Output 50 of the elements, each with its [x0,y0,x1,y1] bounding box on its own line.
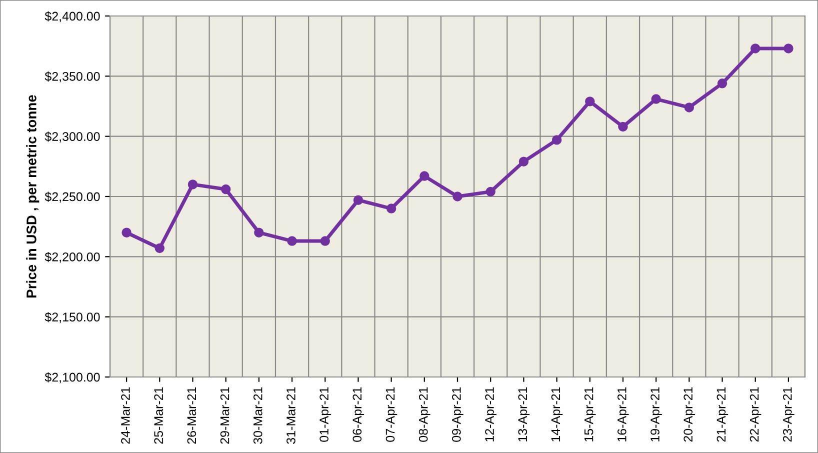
x-tick-label: 20-Apr-21 [684,387,695,442]
y-axis-title: Price in USD , per metric tonne [26,95,40,298]
point [684,102,694,112]
x-tick-label: 19-Apr-21 [650,387,662,442]
point [254,228,264,238]
x-tick-label: 24-Mar-21 [121,387,130,444]
point [420,171,430,181]
x-tick-label: 25-Mar-21 [154,387,163,444]
x-tick-label: 21-Apr-21 [716,387,728,442]
y-tick-label: $2,350.00 [44,71,100,82]
x-tick-label: 23-Apr-21 [782,387,794,442]
point [287,236,297,246]
point [353,195,364,205]
x-tick-label: 12-Apr-21 [485,387,496,442]
x-tick-label: 06-Apr-21 [352,387,364,442]
point [552,135,562,145]
point [188,180,198,190]
x-tick-label: 15-Apr-21 [584,387,596,442]
point [750,44,760,54]
x-tick-label: 30-Mar-21 [253,387,262,444]
x-tick-label: 13-Apr-21 [518,387,530,442]
point [784,44,794,54]
x-tick-label: 09-Apr-21 [452,387,464,442]
y-tick-label: $2,150.00 [44,312,100,323]
point [154,243,165,254]
y-tick-label: $2,400.00 [44,11,100,22]
y-tick-label: $2,100.00 [44,372,100,384]
x-tick-label: 07-Apr-21 [386,387,398,442]
x-tick-label: 08-Apr-21 [418,387,430,442]
y-tick-label: $2,300.00 [44,132,100,142]
point [618,122,628,132]
point [220,184,231,194]
point [585,96,595,106]
x-tick-label: 22-Apr-21 [750,387,762,442]
point [651,94,661,104]
point [122,228,132,238]
x-tick-label: 01-Apr-21 [320,387,331,442]
point [518,156,529,166]
point [386,204,396,214]
point [320,236,330,246]
y-tick-label: $2,200.00 [44,252,100,263]
y-tick-label: $2,250.00 [44,192,100,203]
x-tick-label: 29-Mar-21 [220,387,230,444]
x-tick-label: 16-Apr-21 [617,387,629,442]
x-tick-label: 26-Mar-21 [187,387,196,444]
point [717,78,728,88]
point [486,186,496,197]
point [452,192,462,202]
x-tick-label: 31-Mar-21 [286,387,296,444]
x-tick-label: 14-Apr-21 [551,387,563,442]
